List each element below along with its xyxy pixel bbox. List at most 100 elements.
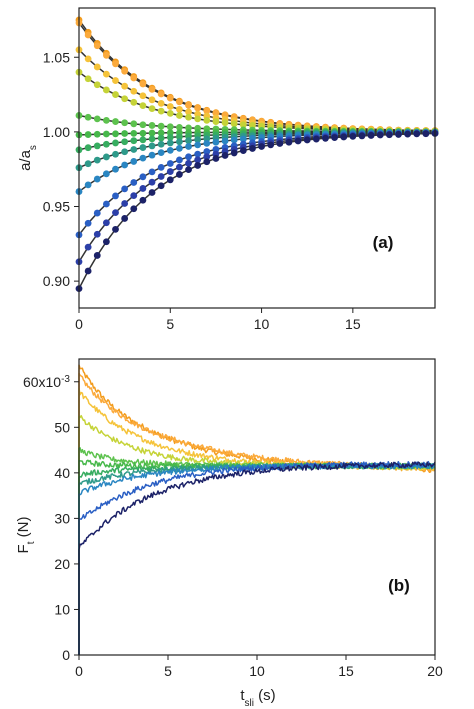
point-3-3 (102, 86, 110, 94)
point-9-8 (148, 168, 156, 176)
x-tick-label-1: 5 (164, 663, 172, 679)
point-2-13 (194, 110, 202, 118)
panel-b-y-axis-title-sub: t (26, 541, 37, 544)
point-7-6 (130, 146, 138, 153)
panel-a-label: (a) (373, 233, 394, 252)
point-4-7 (139, 121, 147, 129)
point-11-22 (276, 140, 284, 147)
point-7-3 (102, 153, 110, 161)
panel-b-x-axis-title: tsli (s) (240, 687, 275, 709)
y-tick-label-1: 0.95 (43, 199, 70, 215)
point-3-2 (93, 81, 101, 89)
panel-b-y-axis-title-unit: (N) (15, 517, 32, 542)
point-10-12 (185, 159, 192, 167)
panel-a-x-ticks: 0 5 10 15 (75, 308, 361, 332)
point-4-4 (112, 118, 119, 125)
point-6-11 (176, 133, 183, 141)
y-tick-label-4: 40 (54, 465, 70, 481)
point-10-13 (194, 156, 202, 164)
x-tick-label-2: 10 (254, 316, 270, 332)
point-2-5 (121, 82, 129, 90)
point-3-16 (221, 119, 229, 127)
point-4-12 (185, 124, 192, 132)
y-tick-label-5: 50 (54, 419, 70, 435)
point-11-2 (93, 252, 101, 259)
point-11-18 (239, 147, 247, 154)
point-11-12 (185, 166, 192, 174)
panel-b-y-ticks: 0 10 20 30 40 50 60x10-3 (23, 373, 79, 663)
point-3-4 (112, 91, 119, 98)
trace-10 (78, 461, 436, 655)
point-8-17 (230, 136, 238, 144)
point-8-15 (212, 138, 220, 146)
point-1-14 (203, 107, 211, 115)
panel-a-y-axis-title-sub: s (28, 145, 39, 150)
point-11-25 (303, 136, 311, 144)
point-1-6 (130, 74, 138, 82)
point-11-32 (367, 132, 375, 139)
point-2-2 (93, 63, 101, 71)
point-10-4 (112, 209, 119, 217)
point-8-13 (194, 141, 202, 149)
point-11-16 (221, 152, 229, 159)
point-11-7 (139, 196, 147, 204)
point-2-3 (102, 70, 110, 78)
point-3-10 (166, 109, 174, 117)
point-11-13 (194, 162, 202, 169)
panel-a-y-axis-title: a/as (17, 145, 39, 171)
point-8-14 (203, 139, 211, 147)
panel-b-label: (b) (388, 576, 410, 595)
point-10-1 (84, 243, 92, 251)
point-11-6 (130, 205, 138, 213)
point-5-6 (130, 129, 138, 137)
y-tick-label-1: 10 (54, 601, 70, 617)
point-11-17 (230, 149, 238, 157)
point-6-5 (121, 138, 129, 146)
point-9-14 (203, 148, 211, 155)
point-1-4 (112, 60, 119, 68)
y-tick-label-0: 0.90 (43, 273, 70, 289)
point-10-7 (139, 185, 147, 192)
panel-b-y-axis-title: Ft (N) (15, 517, 37, 554)
point-10-11 (176, 163, 183, 171)
point-11-36 (404, 130, 412, 138)
point-8-18 (239, 135, 247, 143)
point-6-6 (130, 137, 138, 145)
point-11-27 (322, 134, 329, 142)
point-2-7 (139, 92, 147, 100)
point-11-3 (102, 238, 110, 246)
point-8-10 (166, 146, 174, 154)
point-3-13 (194, 115, 202, 123)
point-11-19 (249, 145, 256, 152)
point-9-11 (176, 156, 183, 164)
point-11-14 (203, 158, 211, 166)
point-1-2 (93, 42, 101, 50)
panel-b-x-axis-title-sub: sli (245, 698, 254, 709)
point-7-1 (84, 160, 92, 168)
point-11-34 (385, 131, 393, 139)
point-9-3 (102, 200, 110, 208)
point-4-9 (157, 122, 165, 130)
point-9-7 (139, 173, 147, 181)
x-tick-label-4: 20 (427, 663, 443, 679)
point-3-15 (212, 118, 220, 125)
point-8-16 (221, 137, 229, 145)
point-10-10 (166, 168, 174, 175)
point-8-2 (93, 175, 101, 183)
x-tick-label-3: 15 (345, 316, 361, 332)
panel-b-y-axis-title-main: F (15, 544, 32, 553)
point-4-5 (121, 119, 129, 127)
point-3-8 (148, 105, 156, 112)
point-3-6 (130, 98, 138, 106)
point-8-4 (112, 165, 119, 173)
point-2-10 (166, 103, 174, 110)
point-11-9 (157, 182, 165, 190)
point-8-12 (185, 143, 192, 150)
point-11-23 (285, 138, 293, 146)
point-9-10 (166, 160, 174, 167)
point-7-7 (139, 144, 147, 151)
y-tick-label-2: 1.00 (43, 124, 70, 140)
point-11-20 (258, 143, 265, 150)
point-4-3 (102, 116, 110, 124)
